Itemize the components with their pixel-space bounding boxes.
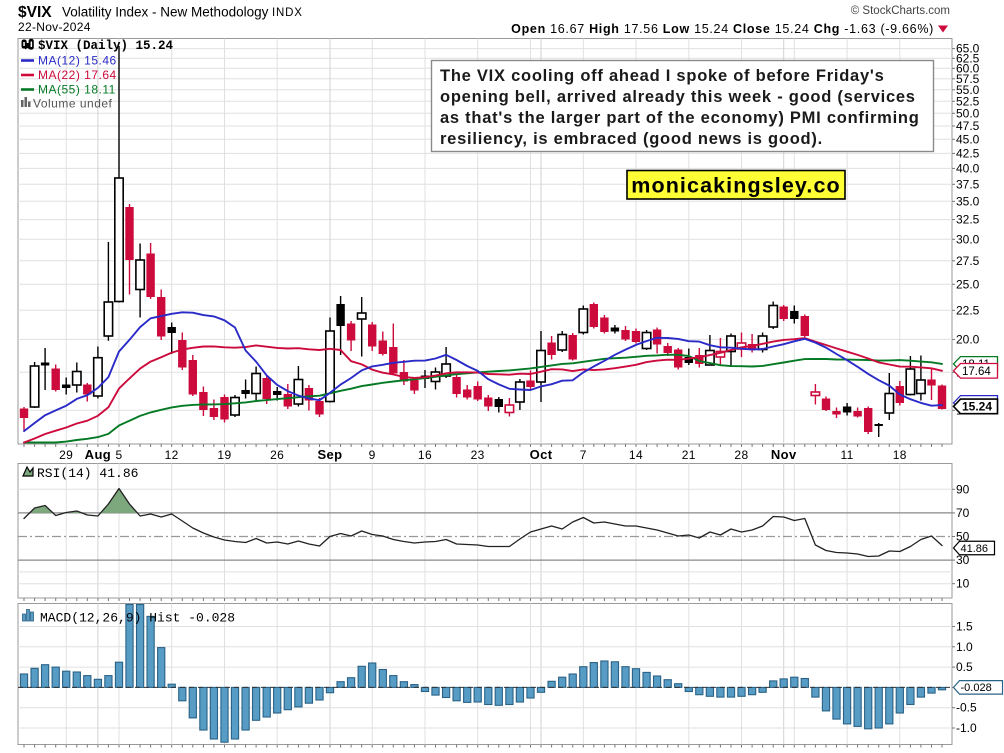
svg-text:Volume undef: Volume undef (33, 97, 113, 111)
svg-text:25.0: 25.0 (956, 277, 980, 291)
svg-text:7: 7 (580, 448, 587, 462)
svg-text:42.5: 42.5 (956, 146, 980, 160)
svg-text:17.64: 17.64 (962, 366, 991, 378)
svg-text:1.0: 1.0 (956, 640, 973, 654)
svg-text:$VIX: $VIX (18, 4, 52, 21)
svg-text:32.5: 32.5 (956, 213, 980, 227)
svg-text:47.5: 47.5 (956, 119, 980, 133)
svg-text:0.5: 0.5 (956, 660, 973, 674)
svg-text:10: 10 (956, 577, 970, 591)
svg-text:MA(55) 18.11: MA(55) 18.11 (38, 83, 116, 97)
svg-text:INDX: INDX (272, 7, 303, 19)
svg-text:14: 14 (629, 448, 643, 462)
svg-text:Aug: Aug (85, 447, 111, 462)
svg-text:22.5: 22.5 (956, 303, 980, 317)
svg-text:5: 5 (115, 448, 122, 462)
svg-text:Open 16.67 High 17.56 Low 15: Open 16.67 High 17.56 Low 15.24 Close 15… (511, 22, 934, 36)
svg-text:monicakingsley.co: monicakingsley.co (631, 174, 840, 198)
svg-text:-0.5: -0.5 (956, 701, 977, 715)
svg-text:15.24: 15.24 (962, 399, 992, 413)
svg-text:MA(12) 15.46: MA(12) 15.46 (38, 54, 117, 68)
svg-text:12: 12 (165, 448, 179, 462)
svg-text:57.5: 57.5 (956, 72, 980, 86)
svg-text:27.5: 27.5 (956, 254, 980, 268)
svg-text:MA(22) 17.64: MA(22) 17.64 (38, 68, 117, 82)
svg-text:41.86: 41.86 (961, 543, 989, 555)
svg-text:18: 18 (893, 448, 907, 462)
svg-text:© StockCharts.com: © StockCharts.com (851, 5, 950, 17)
svg-text:9: 9 (369, 448, 376, 462)
svg-text:-1.0: -1.0 (956, 721, 977, 735)
svg-text:as that's the larger part of t: as that's the larger part of the economy… (440, 109, 920, 127)
svg-text:$VIX (Daily) 15.24: $VIX (Daily) 15.24 (38, 39, 174, 53)
svg-text:70: 70 (956, 506, 970, 520)
svg-text:11: 11 (840, 448, 853, 462)
svg-text:40.0: 40.0 (956, 161, 980, 175)
svg-text:RSI(14) 41.86: RSI(14) 41.86 (37, 466, 138, 481)
svg-text:The VIX cooling off ahead I sp: The VIX cooling off ahead I spoke of bef… (440, 67, 885, 85)
svg-text:22-Nov-2024: 22-Nov-2024 (18, 20, 91, 34)
svg-text:28: 28 (734, 448, 748, 462)
svg-text:26: 26 (270, 448, 284, 462)
svg-text:90: 90 (956, 482, 970, 496)
svg-text:16: 16 (418, 448, 432, 462)
svg-text:29: 29 (59, 448, 73, 462)
svg-text:30: 30 (956, 553, 970, 567)
svg-text:45.0: 45.0 (956, 132, 980, 146)
svg-text:MACD(12,26,9) Hist -0.028: MACD(12,26,9) Hist -0.028 (40, 611, 235, 626)
svg-text:52.5: 52.5 (956, 94, 980, 108)
svg-text:60.0: 60.0 (956, 61, 980, 75)
svg-text:62.5: 62.5 (956, 51, 980, 65)
svg-text:35.0: 35.0 (956, 194, 980, 208)
svg-text:opening bell, arrived already: opening bell, arrived already this week … (440, 88, 916, 106)
svg-text:Oct: Oct (530, 447, 553, 462)
svg-text:Nov: Nov (771, 447, 797, 462)
svg-text:21: 21 (682, 448, 696, 462)
svg-text:Volatility Index - New Methodo: Volatility Index - New Methodology (62, 5, 269, 20)
svg-text:65.0: 65.0 (956, 42, 980, 56)
svg-text:50: 50 (956, 530, 970, 544)
svg-text:37.5: 37.5 (956, 177, 980, 191)
svg-text:23: 23 (471, 448, 485, 462)
svg-text:resiliency, is embraced (good: resiliency, is embraced (good news is go… (440, 130, 823, 148)
svg-text:1.5: 1.5 (956, 620, 973, 634)
svg-text:30.0: 30.0 (956, 232, 980, 246)
svg-text:55.0: 55.0 (956, 83, 980, 97)
svg-text:Sep: Sep (317, 447, 342, 462)
svg-text:50.0: 50.0 (956, 106, 980, 120)
svg-text:19: 19 (217, 448, 231, 462)
svg-text:-0.028: -0.028 (961, 682, 992, 694)
svg-text:20.0: 20.0 (956, 332, 980, 346)
